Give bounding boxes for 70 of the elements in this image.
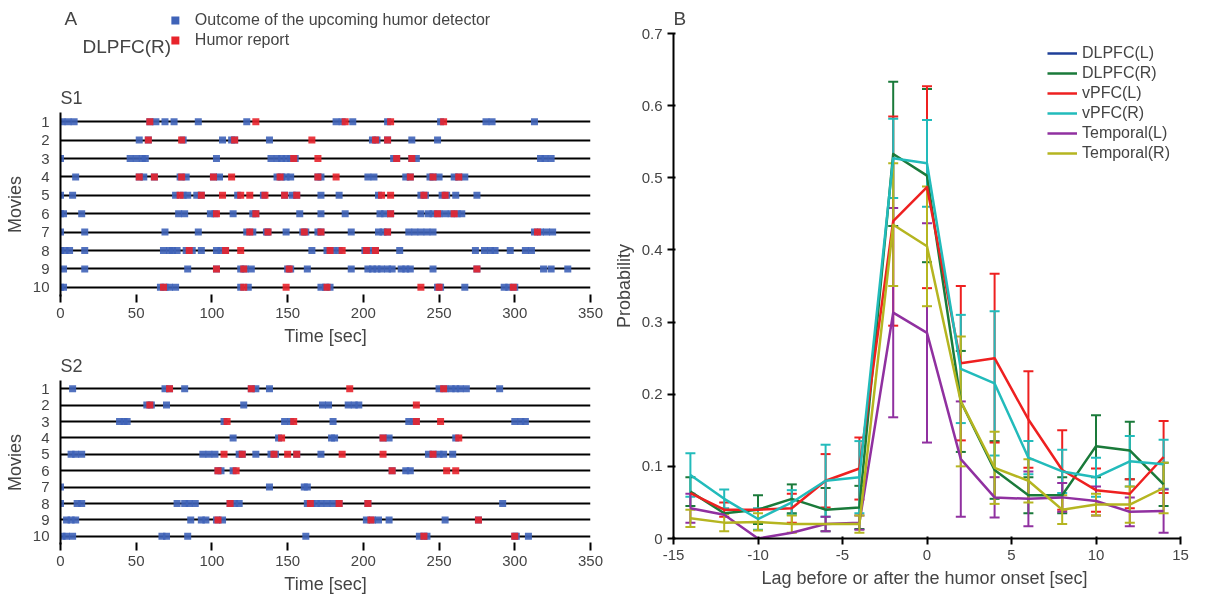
x-tick-label: 0: [56, 303, 65, 321]
text: DLPFC(R): [82, 35, 172, 57]
y-tick-label: 4: [41, 167, 50, 185]
x-tick-label: 300: [502, 303, 528, 321]
legend-label: Temporal(R): [1081, 144, 1170, 162]
y-tick-label: 6: [41, 204, 50, 222]
x-tick-label: 200: [350, 551, 376, 569]
legend-label: Outcome of the upcoming humor detector: [194, 11, 491, 29]
y-tick-label: 0.5: [641, 168, 663, 186]
y-tick-label: 9: [41, 259, 50, 277]
legend-label: DLPFC(R): [1081, 64, 1157, 82]
y-tick-label: 5: [41, 186, 50, 204]
x-tick-label: -10: [747, 545, 769, 563]
x-tick-label: 15: [1172, 545, 1189, 563]
legend-label: vPFC(R): [1081, 104, 1145, 122]
legend-label: vPFC(L): [1081, 84, 1142, 102]
y-tick-label: 5: [41, 445, 50, 463]
x-tick-label: 5: [1007, 545, 1016, 563]
legend-label: DLPFC(L): [1081, 44, 1154, 62]
x-tick-label: 10: [1087, 545, 1105, 563]
x-tick-label: 100: [199, 303, 225, 321]
y-tick-label: 8: [41, 241, 50, 259]
y-axis-title: Movies: [4, 175, 25, 234]
x-tick-label: 300: [502, 551, 528, 569]
text: A: [64, 7, 78, 29]
y-tick-label: 2: [41, 131, 50, 149]
y-tick-label: 9: [41, 510, 50, 528]
x-axis-title: Lag before or after the humor onset [sec]: [761, 567, 1088, 588]
x-axis-title: Time [sec]: [284, 573, 367, 594]
y-tick-label: 4: [41, 428, 50, 446]
y-tick-label: 10: [32, 527, 50, 545]
x-tick-label: 50: [127, 303, 145, 321]
x-tick-label: 150: [275, 551, 301, 569]
y-tick-label: 6: [41, 461, 50, 479]
x-tick-label: 0: [56, 551, 65, 569]
y-tick-label: 0: [654, 529, 663, 547]
y-tick-label: 3: [41, 149, 50, 167]
y-tick-label: 7: [41, 478, 50, 496]
x-tick-label: 250: [426, 551, 452, 569]
y-tick-label: 0.4: [641, 240, 663, 258]
x-tick-label: 350: [577, 303, 604, 321]
x-tick-label: 50: [127, 551, 145, 569]
y-tick-label: 3: [41, 412, 50, 430]
y-axis-title: Probability: [613, 243, 634, 329]
legend-label: Humor report: [194, 31, 290, 49]
y-tick-label: 0.7: [641, 24, 663, 42]
x-tick-label: 150: [275, 303, 301, 321]
text: B: [673, 7, 687, 29]
x-tick-label: -5: [835, 545, 850, 563]
y-axis-title: Movies: [4, 433, 25, 492]
chart-title: S2: [60, 355, 83, 376]
y-tick-label: 0.6: [641, 96, 663, 114]
y-tick-label: 0.2: [641, 385, 663, 403]
x-axis-title: Time [sec]: [284, 325, 367, 346]
chart-title: S1: [60, 87, 83, 108]
x-tick-label: 100: [199, 551, 225, 569]
y-tick-label: 2: [41, 396, 50, 414]
y-tick-label: 10: [32, 278, 50, 296]
y-tick-label: 1: [41, 379, 50, 397]
x-tick-label: -15: [662, 545, 685, 563]
legend-label: Temporal(L): [1081, 124, 1168, 142]
y-tick-label: 7: [41, 223, 50, 241]
x-tick-label: 250: [426, 303, 452, 321]
y-tick-label: 0.3: [641, 313, 663, 331]
x-tick-label: 200: [350, 303, 376, 321]
y-tick-label: 0.1: [641, 457, 663, 475]
y-tick-label: 1: [41, 112, 50, 130]
x-tick-label: 350: [577, 551, 604, 569]
x-tick-label: 0: [922, 545, 932, 563]
y-tick-label: 8: [41, 494, 50, 512]
